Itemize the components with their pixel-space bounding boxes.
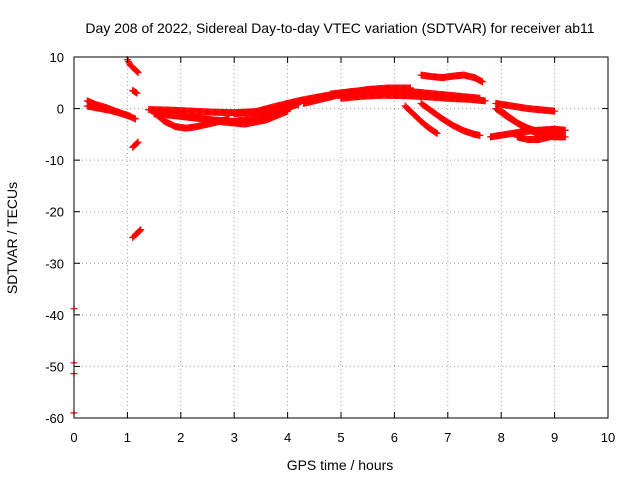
y-axis-label: SDTVAR / TECUs (4, 182, 20, 294)
x-tick-label: 1 (124, 430, 131, 445)
x-tick-label: 2 (177, 430, 184, 445)
y-tick-label: -50 (45, 359, 64, 374)
data-point (134, 138, 142, 146)
data-point (556, 130, 564, 138)
series-arc-6 (129, 226, 145, 241)
y-tick-label: 10 (50, 50, 64, 65)
data-point (136, 227, 144, 235)
series-arc-3 (123, 56, 142, 76)
x-tick-label: 6 (391, 430, 398, 445)
y-tick-label: -40 (45, 308, 64, 323)
series-arc-15 (401, 102, 441, 137)
x-tick-label: 5 (337, 430, 344, 445)
data-point (131, 115, 139, 123)
data-point (561, 126, 569, 134)
x-tick-label: 8 (498, 430, 505, 445)
data-point (551, 107, 559, 115)
x-tick-label: 10 (601, 430, 615, 445)
x-tick-label: 4 (284, 430, 291, 445)
series-arc-5 (129, 138, 142, 151)
data-point (433, 129, 441, 137)
series-arc-2 (83, 102, 134, 120)
data-point (479, 78, 487, 86)
data-point (134, 68, 142, 76)
series-arc-4 (129, 87, 141, 97)
data-point (126, 112, 134, 120)
series-arc-14 (337, 91, 489, 105)
series-arc-22 (513, 130, 564, 144)
data-point (476, 131, 484, 139)
data-points (70, 56, 569, 417)
data-point (137, 226, 145, 234)
y-tick-label: -30 (45, 256, 64, 271)
data-point (133, 68, 141, 76)
data-point (481, 97, 489, 105)
data-point (561, 133, 569, 141)
axis-ticks: 0 1 2 3 4 5 6 7 8 9 10 -60 -50 -40 -30 -20 -10 0 10 (45, 50, 615, 445)
chart-title: Day 208 of 2022, Sidereal Day-to-day VTE… (85, 20, 594, 36)
series-arc-10 (177, 107, 292, 128)
x-tick-label: 7 (444, 430, 451, 445)
series-arc-18 (492, 99, 559, 115)
y-tick-label: -20 (45, 205, 64, 220)
data-point (133, 89, 141, 97)
x-tick-label: 0 (70, 430, 77, 445)
series-arc-17 (417, 71, 487, 86)
x-tick-label: 9 (551, 430, 558, 445)
data-point (432, 129, 440, 137)
data-point (133, 139, 141, 147)
series-arc-16 (417, 99, 484, 139)
x-axis-label: GPS time / hours (287, 457, 394, 473)
data-point (132, 88, 140, 96)
y-tick-label: -60 (45, 411, 64, 426)
data-point (284, 107, 292, 115)
y-tick-label: -10 (45, 153, 64, 168)
x-tick-label: 3 (231, 430, 238, 445)
y-tick-label: 0 (57, 102, 64, 117)
